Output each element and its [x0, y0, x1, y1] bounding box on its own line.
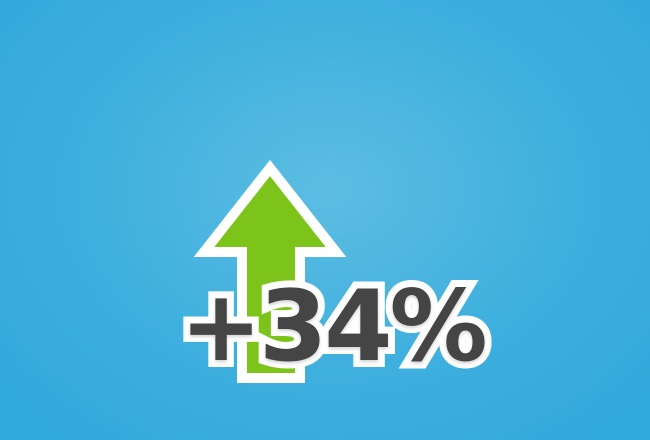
arrow-up-shape [193, 159, 347, 383]
percent-change-value: +34% [173, 265, 495, 389]
